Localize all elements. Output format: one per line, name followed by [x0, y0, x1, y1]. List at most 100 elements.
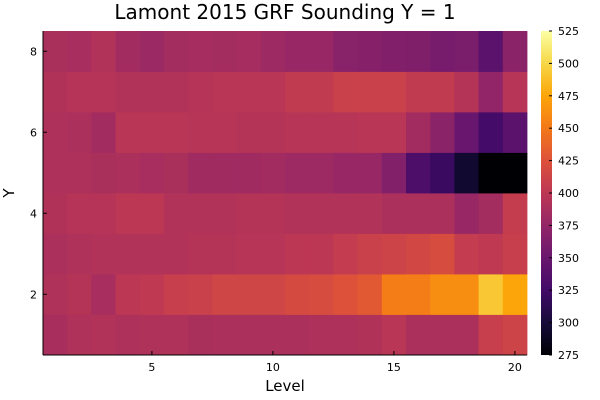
heatmap-cell — [188, 274, 213, 315]
x-tick-label: 10 — [266, 361, 280, 374]
colorbar-tick-label: 275 — [558, 349, 579, 362]
heatmap-cell — [333, 233, 358, 275]
heatmap-cell — [139, 152, 165, 194]
heatmap-cell — [164, 233, 189, 275]
plot-frame — [42, 31, 527, 356]
heatmap-cell — [454, 274, 479, 315]
heatmap-cell — [406, 274, 431, 315]
heatmap-cell — [406, 193, 431, 234]
heatmap-cell — [188, 112, 213, 153]
heatmap-cell — [212, 193, 237, 234]
heatmap-cell — [478, 314, 504, 356]
x-tick-label: 20 — [508, 361, 522, 374]
x-axis-ticks: 5 10 15 20 — [148, 351, 522, 374]
heatmap-cell — [381, 193, 407, 234]
heatmap-cell — [236, 274, 262, 315]
heatmap-cell — [139, 314, 165, 356]
heatmap-cell — [309, 274, 334, 315]
heatmap-cell — [430, 233, 455, 275]
heatmap-cell — [478, 233, 504, 275]
colorbar-tick-label: 525 — [558, 25, 579, 38]
heatmap-cell — [502, 274, 528, 315]
heatmap-cell — [164, 274, 189, 315]
heatmap-cell — [357, 31, 383, 72]
y-tick-label: 2 — [30, 288, 37, 301]
heatmap-cell — [115, 274, 141, 315]
heatmap-cell — [91, 233, 116, 275]
heatmap-cell — [236, 152, 262, 194]
heatmap-cell — [502, 193, 528, 234]
heatmap-cell — [91, 314, 116, 356]
heatmap-cell — [188, 233, 213, 275]
colorbar-ticks: 275 300 325 350 375 400 425 450 475 500 525 — [549, 25, 579, 362]
x-axis-label: Level — [265, 377, 305, 395]
heatmap-cell — [502, 71, 528, 113]
heatmap-cell — [357, 152, 383, 194]
heatmap-cell — [115, 193, 141, 234]
heatmap-cell — [502, 314, 528, 356]
heatmap-cell — [91, 274, 116, 315]
heatmap-cell — [430, 274, 455, 315]
heatmap-cell — [381, 274, 407, 315]
heatmap-cell — [333, 193, 358, 234]
y-axis-ticks: 2 4 6 8 — [30, 45, 47, 301]
heatmap-cell — [309, 152, 334, 194]
chart-title: Lamont 2015 GRF Sounding Y = 1 — [114, 0, 455, 24]
heatmap-cell — [357, 193, 383, 234]
heatmap-cell — [139, 112, 165, 153]
heatmap-cell — [260, 314, 286, 356]
heatmap-cell — [91, 193, 116, 234]
heatmap-cell — [212, 314, 237, 356]
heatmap-cell — [260, 152, 286, 194]
heatmap-cell — [115, 112, 141, 153]
heatmap-cell — [67, 31, 92, 72]
heatmap-cell — [406, 233, 431, 275]
heatmap-cell — [285, 71, 310, 113]
heatmap-cell — [43, 31, 68, 72]
heatmap-cell — [115, 152, 141, 194]
heatmap-cell — [188, 314, 213, 356]
colorbar-tick-label: 475 — [558, 90, 579, 103]
heatmap-cell — [115, 71, 141, 113]
heatmap-cell — [236, 233, 262, 275]
heatmap-cell — [212, 31, 237, 72]
heatmap-cell — [285, 233, 310, 275]
heatmap-cell — [357, 233, 383, 275]
heatmap-cell — [430, 112, 455, 153]
heatmap-cell — [454, 71, 479, 113]
heatmap-cell — [309, 71, 334, 113]
heatmap-cell — [115, 31, 141, 72]
heatmap-cell — [139, 71, 165, 113]
colorbar-tick-label: 350 — [558, 252, 579, 265]
heatmap-cell — [212, 152, 237, 194]
heatmap-cell — [43, 71, 68, 113]
heatmap-cell — [236, 112, 262, 153]
heatmap-cell — [478, 31, 504, 72]
y-tick-label: 8 — [30, 45, 37, 58]
heatmap-cell — [430, 152, 455, 194]
heatmap-cell — [212, 71, 237, 113]
heatmap-cell — [381, 233, 407, 275]
heatmap-cell — [43, 152, 68, 194]
heatmap-cell — [430, 314, 455, 356]
colorbar-tick-label: 450 — [558, 122, 579, 135]
y-axis-label: Y — [0, 188, 18, 199]
heatmap-cell — [478, 193, 504, 234]
heatmap-cell — [164, 152, 189, 194]
heatmap-cells — [43, 31, 528, 356]
heatmap-cell — [67, 152, 92, 194]
heatmap-cell — [91, 152, 116, 194]
colorbar-tick-label: 375 — [558, 219, 579, 232]
heatmap-cell — [43, 112, 68, 153]
heatmap-cell — [309, 112, 334, 153]
heatmap-cell — [91, 71, 116, 113]
heatmap-cell — [67, 274, 92, 315]
heatmap-cell — [212, 112, 237, 153]
heatmap-cell — [454, 152, 479, 194]
heatmap-cell — [164, 71, 189, 113]
heatmap-cell — [430, 31, 455, 72]
heatmap-cell — [333, 152, 358, 194]
heatmap-cell — [406, 152, 431, 194]
heatmap-cell — [478, 152, 504, 194]
colorbar-tick-label: 325 — [558, 284, 579, 297]
